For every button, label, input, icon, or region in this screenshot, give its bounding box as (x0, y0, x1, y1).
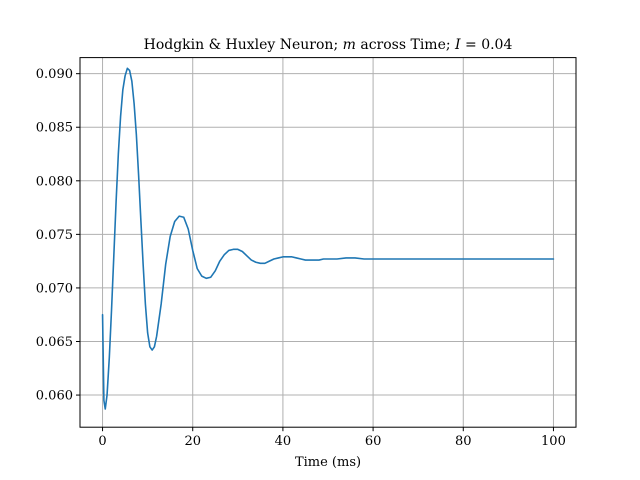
chart-title: Hodgkin & Huxley Neuron; m across Time; … (144, 37, 513, 53)
x-axis-label: Time (ms) (295, 455, 361, 470)
x-tick-label: 60 (365, 434, 382, 449)
title-var: m (343, 37, 356, 53)
title-suffix: = 0.04 (461, 37, 513, 53)
grid (80, 57, 576, 428)
y-tick-label: 0.070 (36, 281, 73, 296)
series-line (101, 67, 555, 410)
x-tick-label: 80 (455, 434, 472, 449)
title-prefix: Hodgkin & Huxley Neuron; (144, 37, 343, 53)
y-tick-label: 0.060 (36, 389, 73, 404)
x-axis: 0 20 40 60 80 100 (98, 427, 566, 449)
series-layer (101, 67, 555, 410)
x-tick-label: 40 (275, 434, 292, 449)
plot-frame (79, 57, 577, 428)
y-tick-label: 0.065 (36, 335, 73, 350)
y-tick-label: 0.090 (36, 67, 73, 82)
x-tick-label: 20 (184, 434, 201, 449)
title-middle: across Time; (356, 37, 455, 53)
x-tick-label: 100 (541, 434, 566, 449)
y-tick-label: 0.075 (36, 228, 73, 243)
x-tick-label: 0 (98, 434, 106, 449)
y-tick-label: 0.080 (36, 174, 73, 189)
y-axis: 0.060 0.065 0.070 0.075 0.080 0.085 0.090 (36, 67, 80, 404)
title-current-symbol: I (454, 37, 461, 53)
y-tick-label: 0.085 (36, 121, 73, 136)
